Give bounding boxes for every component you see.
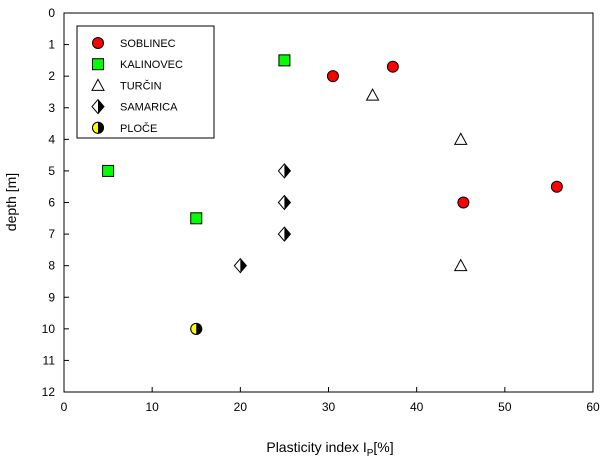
legend-marker (92, 58, 104, 71)
y-tick-label: 3 (48, 101, 55, 115)
data-point (277, 226, 292, 242)
series-turcin (365, 88, 468, 272)
y-tick-label: 4 (48, 132, 55, 146)
data-point (277, 163, 292, 179)
data-point (190, 212, 203, 225)
legend-entry: PLOČE (92, 121, 157, 135)
x-tick-label: 20 (234, 400, 248, 414)
y-tick-label: 12 (42, 385, 56, 399)
legend-label: SAMARICA (120, 102, 178, 114)
diamond-fill (98, 99, 104, 114)
legend-label: KALINOVEC (120, 59, 183, 71)
circle-fill-right (98, 122, 104, 134)
y-tick-label: 11 (43, 353, 56, 367)
y-tick-label: 5 (48, 164, 55, 178)
x-axis-ticks: 0 10 20 30 40 50 60 (61, 387, 600, 414)
legend-label: PLOČE (120, 122, 157, 135)
data-point (278, 54, 291, 67)
legend-entry: KALINOVEC (92, 58, 183, 71)
diamond-fill (284, 227, 291, 242)
diamond-fill (284, 195, 291, 210)
series-ploce (190, 322, 203, 335)
legend: SOBLINEC KALINOVEC TURČIN SAMARICA PLOČE (76, 25, 215, 139)
circle-fill-left (92, 122, 98, 134)
data-point (233, 257, 247, 274)
y-tick-label: 10 (42, 322, 56, 336)
x-axis-title-main: Plasticity index I (266, 439, 366, 455)
y-axis-title: depth [m] (3, 173, 19, 231)
x-axis-title: Plasticity index IP[%] (266, 439, 393, 459)
x-tick-label: 10 (145, 400, 159, 414)
y-tick-label: 0 (48, 6, 55, 20)
legend-marker (91, 98, 105, 115)
data-point (365, 88, 380, 101)
legend-label: TURČIN (120, 79, 162, 92)
x-axis-title-unit: [%] (373, 439, 393, 455)
y-tick-label: 6 (48, 196, 55, 210)
data-point (453, 258, 468, 272)
y-tick-label: 2 (48, 69, 55, 83)
data-points (102, 54, 563, 335)
data-point (386, 60, 399, 73)
data-point (550, 180, 563, 193)
legend-marker (92, 37, 104, 49)
x-tick-label: 30 (322, 400, 336, 414)
y-tick-label: 7 (48, 227, 55, 241)
diamond-fill (284, 163, 291, 178)
series-kalinovec (102, 54, 291, 225)
circle-fill-right (196, 323, 202, 335)
data-point (457, 196, 470, 209)
legend-entry: SAMARICA (91, 98, 178, 115)
legend-label: SOBLINEC (120, 38, 176, 50)
legend-marker (91, 78, 105, 91)
data-point (190, 322, 203, 335)
data-point (326, 70, 339, 83)
circle-fill-left (190, 323, 197, 335)
x-tick-label: 40 (410, 400, 424, 414)
data-point (453, 132, 468, 145)
diamond-fill (240, 258, 247, 273)
legend-entry: SOBLINEC (92, 37, 176, 50)
x-tick-label: 60 (586, 400, 600, 414)
data-point (277, 194, 292, 211)
circle-border (190, 322, 203, 335)
x-axis-title-subscript: P (367, 448, 374, 459)
x-tick-label: 0 (61, 400, 68, 414)
legend-entry: TURČIN (91, 78, 162, 92)
x-tick-label: 50 (498, 400, 512, 414)
circle-border (92, 121, 104, 134)
series-soblinec (326, 60, 563, 209)
series-samarica (233, 163, 292, 274)
data-point (102, 164, 115, 177)
legend-marker (92, 121, 104, 134)
y-tick-label: 8 (48, 259, 55, 273)
y-tick-label: 1 (48, 38, 55, 52)
y-tick-label: 9 (48, 290, 55, 304)
